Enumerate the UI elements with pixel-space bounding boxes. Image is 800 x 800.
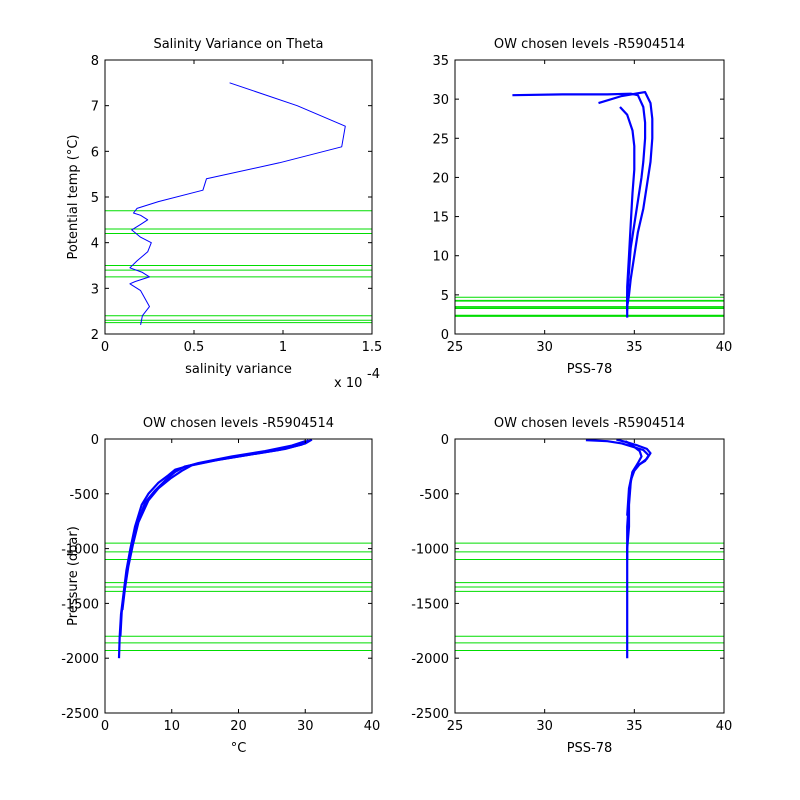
x-tick-label: 35 — [626, 719, 643, 734]
plot-area — [105, 60, 372, 334]
y-tick-label: -1500 — [61, 597, 99, 612]
x-axis-label: °C — [231, 741, 247, 756]
x-tick-label: 30 — [536, 340, 553, 355]
y-tick-label: 0 — [441, 328, 449, 343]
y-tick-label: -2500 — [411, 707, 449, 722]
series-line-3 — [624, 440, 643, 516]
y-axis-label: Pressure (dbar) — [66, 526, 81, 626]
y-tick-label: 10 — [432, 250, 449, 265]
y-tick-label: -1000 — [61, 543, 99, 558]
y-tick-label: 2 — [91, 328, 99, 343]
x-tick-label: 30 — [297, 719, 314, 734]
x-tick-label: 20 — [230, 719, 247, 734]
y-tick-label: -2500 — [61, 707, 99, 722]
y-tick-label: 35 — [432, 54, 449, 69]
y-tick-label: 0 — [91, 433, 99, 448]
y-tick-label: 4 — [91, 237, 99, 252]
y-tick-label: 5 — [91, 191, 99, 206]
x-tick-label: 30 — [536, 719, 553, 734]
x-tick-label: 25 — [447, 719, 464, 734]
x-tick-label: 1 — [279, 340, 287, 355]
y-tick-label: -2000 — [61, 652, 99, 667]
y-tick-label: 3 — [91, 282, 99, 297]
x-tick-label: 40 — [716, 719, 733, 734]
x-axis-label: PSS-78 — [567, 362, 613, 377]
chart-title: Salinity Variance on Theta — [153, 37, 323, 52]
plot-marks — [105, 439, 372, 659]
plot-area — [105, 439, 372, 713]
y-tick-label: -1500 — [411, 597, 449, 612]
axes-frame — [454, 59, 725, 335]
y-tick-label: -1000 — [411, 543, 449, 558]
chart-panel-4: 25 30 35 40 -2500 -2000 -1500 -1000 -500 0 OW chos… — [411, 416, 732, 756]
y-tick-label: 15 — [432, 211, 449, 226]
y-tick-label: 20 — [432, 171, 449, 186]
y-axis-label: Potential temp (°C) — [66, 135, 81, 260]
plot-marks — [105, 82, 372, 325]
y-tick-label: 7 — [91, 100, 99, 115]
x-multiplier-label: x 10 — [334, 376, 362, 391]
x-tick-label: 25 — [447, 340, 464, 355]
y-tick-label: 30 — [432, 93, 449, 108]
x-tick-label: 1.5 — [362, 340, 383, 355]
chart-title: OW chosen levels -R5904514 — [494, 37, 685, 52]
y-tick-label: 25 — [432, 132, 449, 147]
plot-marks — [455, 90, 724, 318]
chart-panel-2: 25 30 35 40 0 5 10 15 20 25 30 35 OW chosen levels -… — [432, 37, 732, 377]
plot-area — [455, 60, 724, 334]
y-tick-label: 6 — [91, 145, 99, 160]
y-tick-label: -500 — [419, 488, 449, 503]
series-line-2 — [598, 90, 654, 307]
series-line-3 — [619, 106, 636, 311]
plot-marks — [455, 439, 724, 659]
x-tick-label: 35 — [626, 340, 643, 355]
axes-frame — [454, 438, 725, 714]
x-multiplier-exponent: -4 — [367, 367, 380, 382]
y-tick-label: 8 — [91, 54, 99, 69]
x-tick-label: 0 — [101, 340, 109, 355]
series-line-3 — [121, 439, 313, 611]
y-tick-label: 0 — [441, 433, 449, 448]
x-tick-label: 40 — [716, 340, 733, 355]
series-line-1 — [129, 82, 346, 325]
x-tick-label: 40 — [364, 719, 381, 734]
x-tick-label: 10 — [163, 719, 180, 734]
x-tick-label: 0.5 — [184, 340, 205, 355]
y-tick-label: 5 — [441, 289, 449, 304]
y-tick-label: -500 — [69, 488, 99, 503]
y-tick-label: -2000 — [411, 652, 449, 667]
chart-panel-1: 0 0.5 1 1.5 2 3 4 5 6 7 8 Salinity Variance on Thet… — [66, 37, 382, 391]
chart-panel-3: 0 10 20 30 40 -2500 -2000 -1500 -1000 -500 0 OW cho… — [61, 416, 380, 756]
x-axis-label: salinity variance — [185, 362, 292, 377]
x-axis-label: PSS-78 — [567, 741, 613, 756]
chart-title: OW chosen levels -R5904514 — [494, 416, 685, 431]
x-tick-label: 0 — [101, 719, 109, 734]
chart-title: OW chosen levels -R5904514 — [143, 416, 334, 431]
plot-area — [455, 439, 724, 713]
